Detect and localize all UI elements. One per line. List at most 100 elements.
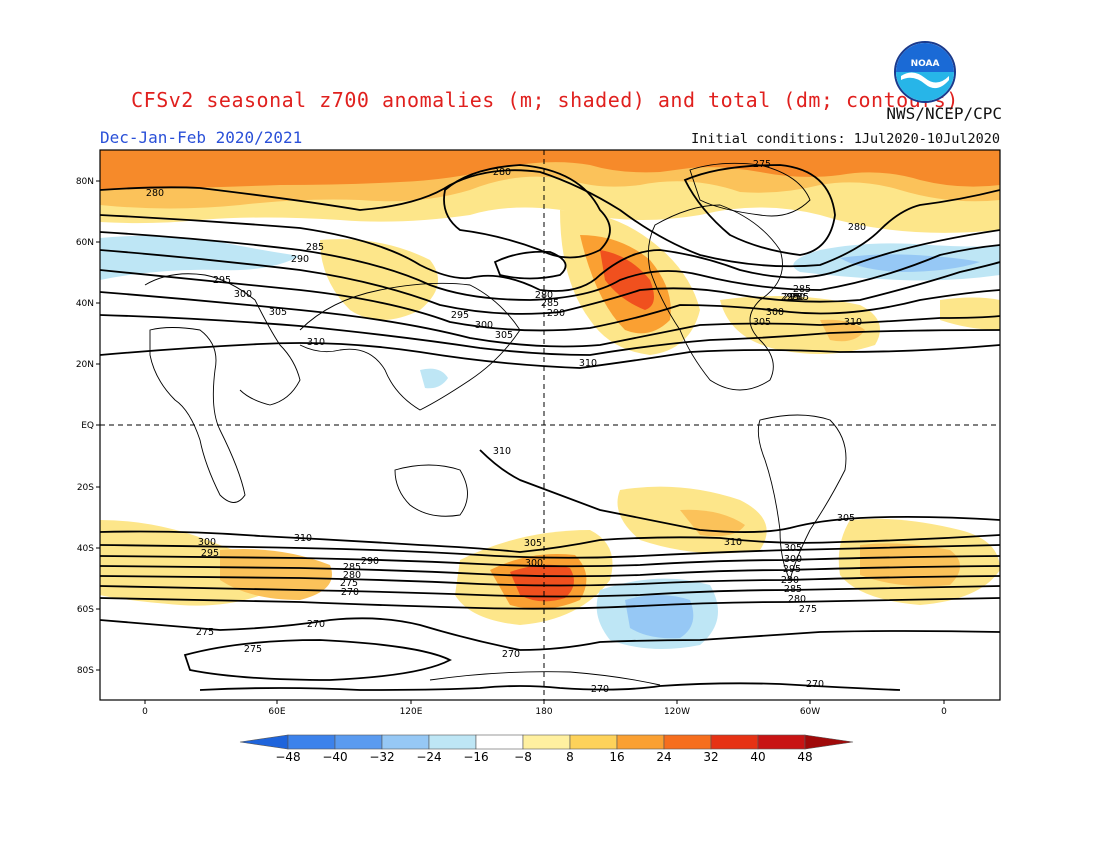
contour-label: 300 bbox=[784, 554, 802, 565]
contour-label: 275 bbox=[799, 604, 817, 615]
contour-label: 310 bbox=[991, 0, 1009, 3]
lat-label: 20N bbox=[76, 360, 94, 370]
contour-label: 275 bbox=[196, 627, 214, 638]
colorbar-tick-label: −8 bbox=[514, 750, 532, 764]
colorbar-swatch bbox=[710, 734, 759, 750]
contour-label: 270 bbox=[806, 679, 824, 690]
lon-label: 120W bbox=[664, 707, 690, 717]
contour-label: 290 bbox=[547, 308, 565, 319]
contour-label: 280 bbox=[788, 594, 806, 605]
contour-label: 275 bbox=[753, 159, 771, 170]
colorbar-swatch bbox=[569, 734, 618, 750]
contour-label: 310 bbox=[724, 537, 742, 548]
contour-label: 290 bbox=[781, 575, 799, 586]
contour-label: 295 bbox=[213, 275, 231, 286]
contour-label: 310 bbox=[579, 358, 597, 369]
contour-label: 280 bbox=[493, 167, 511, 178]
contour-label: 310 bbox=[307, 337, 325, 348]
colorbar-swatch bbox=[381, 734, 430, 750]
contour-label: 295 bbox=[781, 292, 799, 303]
lat-label: EQ bbox=[81, 421, 94, 431]
colorbar-swatch bbox=[522, 734, 571, 750]
colorbar-tick-label: 48 bbox=[797, 750, 812, 764]
lat-label: 40S bbox=[77, 544, 94, 554]
colorbar-tick-label: −16 bbox=[463, 750, 488, 764]
colorbar-tick-label: −48 bbox=[275, 750, 300, 764]
lon-label: 0 bbox=[941, 707, 947, 717]
colorbar-arrow-right bbox=[804, 734, 854, 750]
lat-label: 80N bbox=[76, 177, 94, 187]
contour-label: 280 bbox=[146, 188, 164, 199]
lon-label: 180 bbox=[535, 707, 552, 717]
contour-label: 305 bbox=[495, 330, 513, 341]
contour-label: 280 bbox=[535, 290, 553, 301]
lat-label: 60S bbox=[77, 605, 94, 615]
lat-label: 40N bbox=[76, 299, 94, 309]
noaa-logo: NOAA bbox=[894, 41, 956, 103]
contour-label: 300 bbox=[198, 537, 216, 548]
contour-label: 305 bbox=[837, 513, 855, 524]
contour-label: 270 bbox=[591, 684, 609, 695]
contour-label: 270 bbox=[307, 619, 325, 630]
contour-label: 300 bbox=[525, 558, 543, 569]
contour-label: 270 bbox=[502, 649, 520, 660]
axis-ticks bbox=[96, 180, 945, 704]
season-label: Dec-Jan-Feb 2020/2021 bbox=[100, 128, 303, 147]
contour-label: 270 bbox=[991, 0, 1009, 3]
contour-label: 290 bbox=[361, 556, 379, 567]
lon-label: 120E bbox=[400, 707, 423, 717]
coastlines bbox=[144, 162, 847, 686]
colorbar-tick-label: −24 bbox=[416, 750, 441, 764]
colorbar-swatch bbox=[616, 734, 665, 750]
contour-label: 285 bbox=[541, 298, 559, 309]
colorbar-tick-label: 24 bbox=[656, 750, 671, 764]
contour-label: 290 bbox=[291, 254, 309, 265]
colorbar-swatch bbox=[287, 734, 336, 750]
contour-label: 305 bbox=[524, 538, 542, 549]
contour-label: 285 bbox=[306, 242, 324, 253]
contour-label: 285 bbox=[343, 562, 361, 573]
contour-label: 275 bbox=[244, 644, 262, 655]
axis-labels: 80N 60N 40N 20N EQ 20S 40S 60S 80S 0 60E… bbox=[76, 177, 947, 717]
colorbar-swatch bbox=[757, 734, 806, 750]
contour-label: 290 bbox=[787, 292, 805, 303]
colorbar-swatch bbox=[663, 734, 712, 750]
colorbar-swatch bbox=[475, 734, 524, 750]
contour-label: 300 bbox=[766, 307, 784, 318]
contour-labels: 2802752802852902953003053102802852902953… bbox=[146, 0, 1009, 695]
colorbar-tick-label: −40 bbox=[322, 750, 347, 764]
contour-label: 310 bbox=[991, 0, 1009, 3]
colorbar-tick-label: 40 bbox=[750, 750, 765, 764]
contour-label: 305 bbox=[269, 307, 287, 318]
height-contours bbox=[100, 164, 1000, 691]
contour-label: 300 bbox=[475, 320, 493, 331]
contour-label: 300 bbox=[234, 289, 252, 300]
colorbar-tick-label: 16 bbox=[609, 750, 624, 764]
map-title: CFSv2 seasonal z700 anomalies (m; shaded… bbox=[131, 88, 959, 112]
contour-label: 285 bbox=[791, 292, 809, 303]
contour-label: 305 bbox=[753, 317, 771, 328]
colorbar-tick-label: −32 bbox=[369, 750, 394, 764]
lon-label: 60W bbox=[800, 707, 820, 717]
lat-label: 20S bbox=[77, 483, 94, 493]
contour-label: 285 bbox=[784, 584, 802, 595]
agency-label: NWS/NCEP/CPC bbox=[886, 104, 1002, 123]
contour-label: 310 bbox=[493, 446, 511, 457]
lon-label: 60E bbox=[268, 707, 285, 717]
colorbar-tick-label: 32 bbox=[703, 750, 718, 764]
lon-label: 0 bbox=[142, 707, 148, 717]
contour-label: 310 bbox=[294, 533, 312, 544]
contour-label: 295 bbox=[451, 310, 469, 321]
svg-text:NOAA: NOAA bbox=[911, 59, 940, 69]
contour-label: 285 bbox=[793, 284, 811, 295]
colorbar-arrow-left bbox=[239, 734, 289, 750]
colorbar-tick-label: 8 bbox=[566, 750, 574, 764]
contour-label: 280 bbox=[343, 570, 361, 581]
contour-label: 295 bbox=[201, 548, 219, 559]
contour-label: 305 bbox=[784, 543, 802, 554]
contour-label: 270 bbox=[341, 587, 359, 598]
contour-label: 295 bbox=[783, 564, 801, 575]
lat-label: 80S bbox=[77, 666, 94, 676]
lat-label: 60N bbox=[76, 238, 94, 248]
